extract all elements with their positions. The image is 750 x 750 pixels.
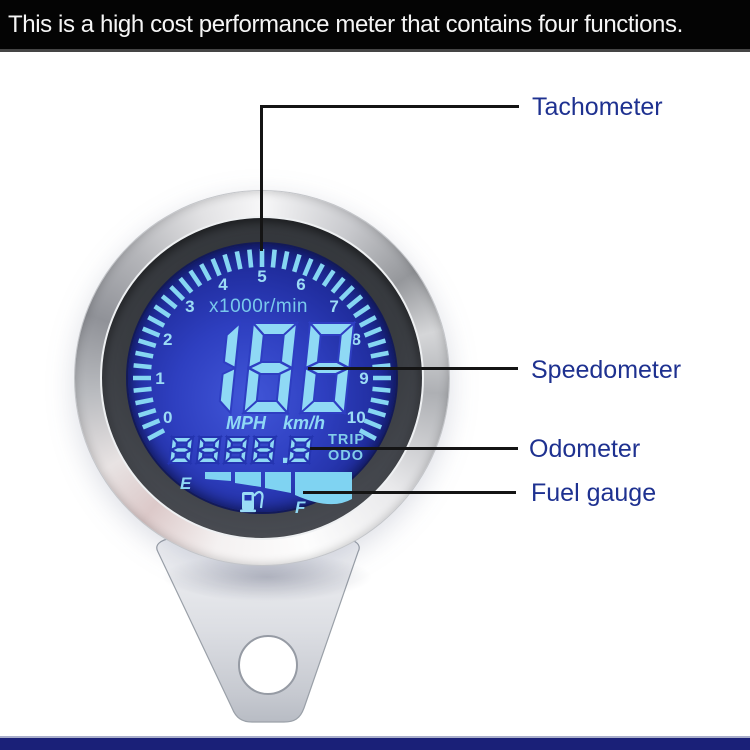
callout-line-odometer [310, 447, 518, 450]
fuel-full-label: F [295, 498, 306, 517]
callout-line-tachometer-v [260, 105, 263, 251]
bracket-hole [238, 635, 298, 695]
speed-unit-mph: MPH [226, 413, 266, 433]
tach-unit-label: x1000r/min [209, 296, 308, 317]
callout-line-speedometer [308, 367, 518, 370]
odometer-mode-odo: ODO [328, 448, 365, 464]
bracket-shadow [162, 553, 372, 601]
speed-unit-kmh: km/h [282, 413, 325, 433]
callout-line-tachometer-h [260, 105, 519, 108]
lcd-display [126, 242, 398, 514]
callout-label-fuel-gauge: Fuel gauge [531, 479, 657, 507]
header-banner: This is a high cost performance meter th… [0, 0, 750, 52]
header-text: This is a high cost performance meter th… [8, 10, 683, 38]
bottom-accent-band [0, 736, 750, 750]
callout-line-fuel-gauge [303, 491, 516, 494]
callout-label-tachometer: Tachometer [532, 93, 663, 121]
odometer-mode-trip: TRIP [328, 432, 366, 448]
callout-label-speedometer: Speedometer [531, 356, 682, 384]
fuel-empty-label: E [180, 474, 192, 493]
callout-label-odometer: Odometer [529, 435, 641, 463]
